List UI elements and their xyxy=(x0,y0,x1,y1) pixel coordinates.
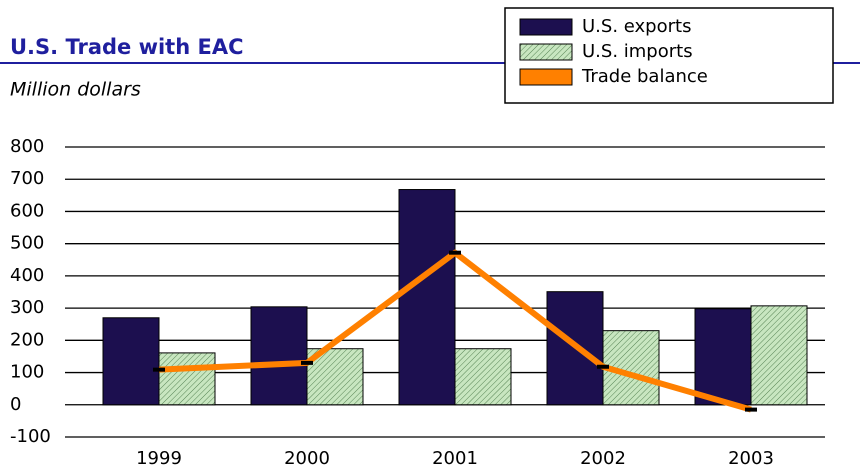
y-tick-label: 600 xyxy=(10,200,44,221)
balance-marker xyxy=(745,407,757,412)
bar xyxy=(454,348,512,406)
legend-label: U.S. exports xyxy=(582,16,691,37)
bar xyxy=(750,305,808,406)
x-tick-label: 2000 xyxy=(284,448,330,469)
balance-marker xyxy=(597,364,609,369)
y-tick-label: 0 xyxy=(10,394,21,415)
legend-label: Trade balance xyxy=(581,66,708,87)
legend-swatch xyxy=(519,43,573,61)
bar xyxy=(102,317,160,406)
y-tick-label: 400 xyxy=(10,265,44,286)
bar xyxy=(158,352,216,406)
balance-marker xyxy=(301,360,313,365)
x-tick-label: 2003 xyxy=(728,448,774,469)
legend-label: U.S. imports xyxy=(582,41,693,62)
y-tick-label: 200 xyxy=(10,329,44,350)
y-tick-label: 700 xyxy=(10,168,44,189)
y-tick-label: 300 xyxy=(10,297,44,318)
bar xyxy=(398,189,456,406)
x-tick-label: 2002 xyxy=(580,448,626,469)
x-tick-label: 1999 xyxy=(136,448,182,469)
y-tick-label: 100 xyxy=(10,362,44,383)
bar xyxy=(250,306,308,406)
x-tick-label: 2001 xyxy=(432,448,478,469)
balance-marker xyxy=(449,250,461,255)
chart-subtitle: Million dollars xyxy=(10,79,141,101)
balance-marker xyxy=(153,367,165,372)
y-tick-label: 800 xyxy=(10,136,44,157)
chart-title: U.S. Trade with EAC xyxy=(10,35,243,59)
legend-swatch xyxy=(519,68,573,86)
legend-swatch xyxy=(519,18,573,36)
y-tick-label: 500 xyxy=(10,233,44,254)
y-tick-label: -100 xyxy=(10,426,51,447)
bar xyxy=(694,308,752,406)
